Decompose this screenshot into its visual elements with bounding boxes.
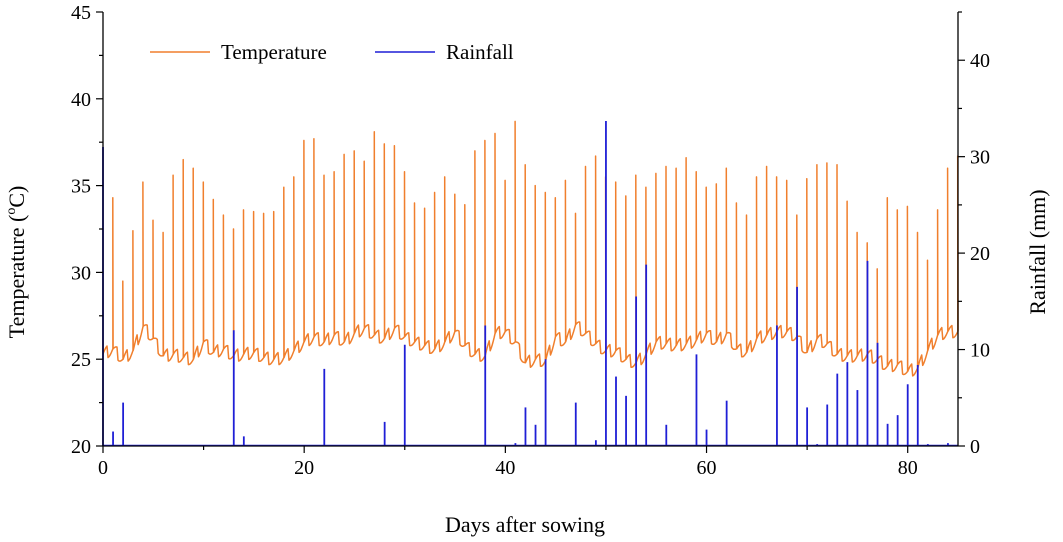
y-left-tick-label: 45	[71, 2, 91, 24]
y-left-tick-label: 40	[71, 89, 91, 111]
y-axis-left-title: Temperature (oC)	[4, 186, 29, 339]
y-left-tick-label: 25	[71, 349, 91, 371]
temperature-line	[102, 120, 959, 377]
y-right-tick-label: 0	[970, 436, 980, 458]
legend-temperature-label: Temperature	[221, 40, 327, 64]
y-axis-left-title-sup: o	[4, 208, 19, 215]
y-right-tick-label: 20	[970, 243, 990, 265]
tick-labels: 0 20 40 60 80 20 25 30 35 40 45 0 10 20 30 40	[71, 2, 990, 479]
y-axis-left-title-main: Temperature (	[4, 215, 29, 339]
x-tick-label: 20	[294, 457, 314, 479]
y-left-tick-label: 35	[71, 176, 91, 198]
y-right-tick-label: 40	[970, 50, 990, 72]
legend: Temperature Rainfall	[150, 40, 514, 64]
y-left-tick-label: 20	[71, 436, 91, 458]
x-tick-label: 40	[495, 457, 515, 479]
x-tick-label: 60	[697, 457, 717, 479]
rainfall-series	[102, 120, 958, 447]
x-axis-title: Days after sowing	[445, 512, 605, 537]
y-axis-right-title: Rainfall (mm)	[1025, 189, 1050, 314]
y-right-tick-label: 10	[970, 340, 990, 362]
axes	[96, 11, 965, 453]
temperature-series	[102, 120, 959, 377]
y-left-tick-label: 30	[71, 262, 91, 284]
x-tick-label: 80	[898, 457, 918, 479]
legend-rainfall-label: Rainfall	[446, 40, 514, 64]
y-axis-left-title-tail: C)	[4, 186, 29, 208]
y-right-tick-label: 30	[970, 147, 990, 169]
x-tick-label: 0	[98, 457, 108, 479]
